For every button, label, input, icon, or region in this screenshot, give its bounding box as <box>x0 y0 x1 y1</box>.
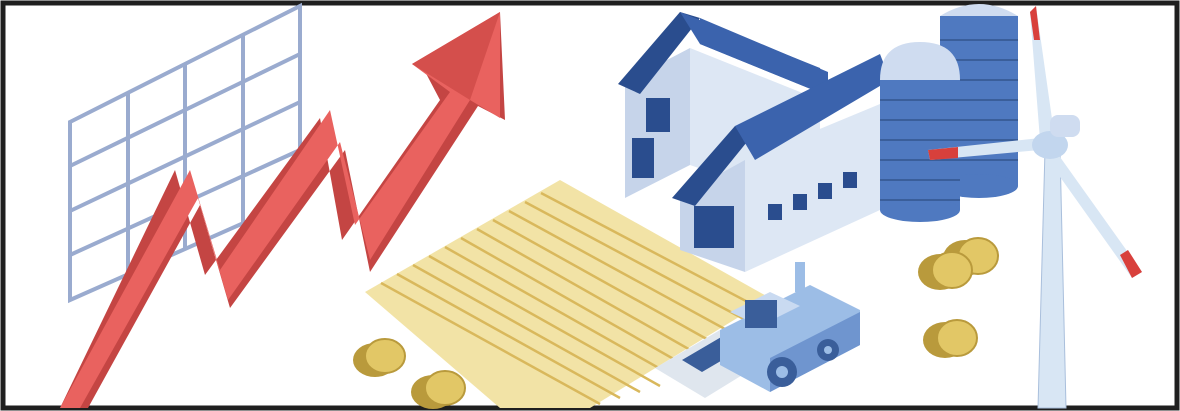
hay-bale-4 <box>918 251 973 290</box>
combine-harvester <box>655 262 860 398</box>
barn-front <box>672 54 890 272</box>
silo-short <box>880 42 960 222</box>
growth-arrow-icon <box>60 12 505 408</box>
hay-bale-5 <box>923 319 978 358</box>
wind-turbine-icon <box>928 6 1142 409</box>
wheat-field <box>365 180 770 408</box>
hay-bale-1 <box>353 338 406 377</box>
hay-bale-2 <box>411 370 466 409</box>
chart-grid <box>68 2 302 304</box>
